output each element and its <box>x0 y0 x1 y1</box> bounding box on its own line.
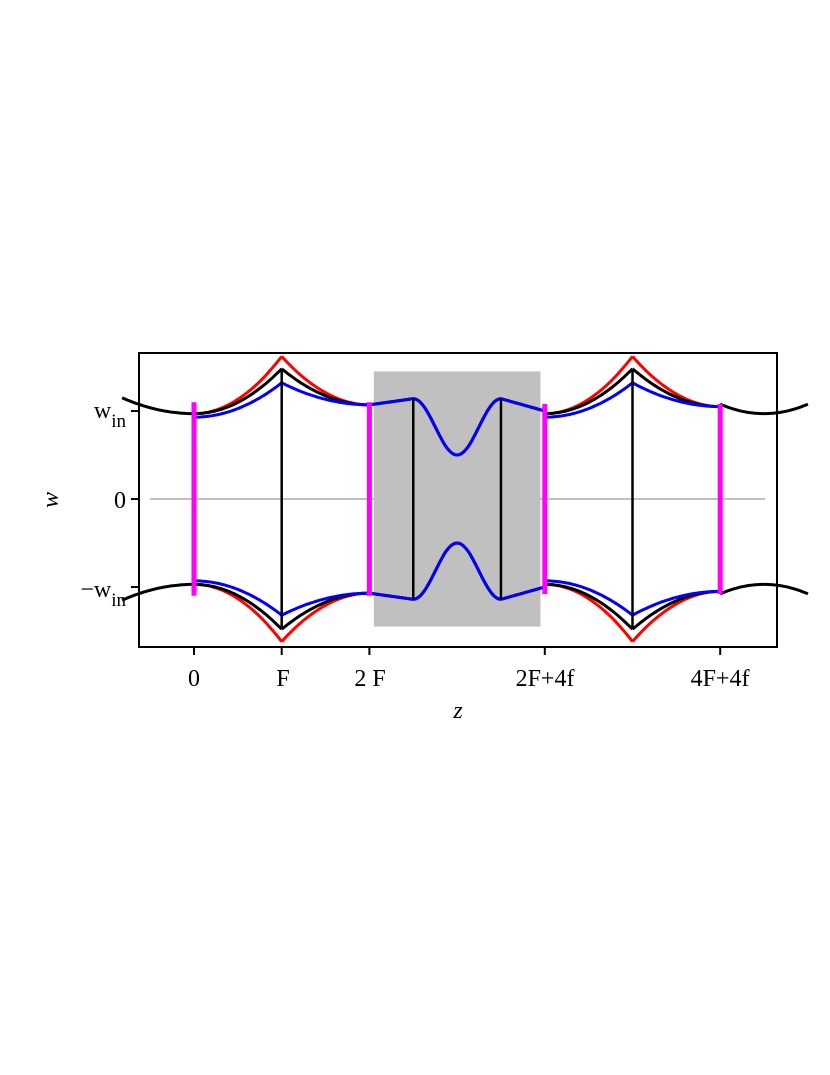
x-tick-label: 2F+4f <box>516 666 575 692</box>
envelope-black <box>194 367 283 416</box>
inner-envelope-blue <box>500 397 546 413</box>
envelope-blue <box>544 579 634 617</box>
envelope-black <box>719 582 809 596</box>
x-axis-title: z <box>452 698 463 724</box>
envelope-red <box>631 589 721 643</box>
inner-envelope-blue <box>500 585 546 601</box>
y-tick-label-zero: 0 <box>114 488 126 514</box>
x-tick-label: 4F+4f <box>691 666 750 692</box>
y-tick-label-top: win <box>94 398 127 432</box>
y-tick-label-bottom: −win <box>80 577 126 611</box>
envelope-blue <box>281 381 370 407</box>
axis-ticks <box>131 410 722 655</box>
envelope-blue <box>281 591 370 617</box>
x-tick-label: 2 F <box>354 666 385 692</box>
x-tick-label: F <box>276 666 289 692</box>
envelope-blue <box>193 381 283 419</box>
envelope-red <box>544 355 634 416</box>
envelope-blue <box>631 381 721 409</box>
y-tick-base: w <box>94 398 112 424</box>
x-tick-label: 0 <box>188 666 200 692</box>
envelope-red <box>194 582 283 643</box>
y-tick-sign: − <box>80 577 94 603</box>
envelope-red <box>631 355 721 409</box>
envelope-black <box>544 582 634 631</box>
envelope-blue <box>631 589 721 617</box>
y-tick-base: w <box>94 577 112 603</box>
beam-envelopes <box>121 355 809 643</box>
envelope-red <box>544 582 634 643</box>
envelope-black <box>544 367 634 416</box>
lens-lines <box>191 368 723 630</box>
envelope-black <box>194 582 283 631</box>
y-tick-sub: in <box>111 590 126 611</box>
envelope-black <box>121 396 194 416</box>
envelope-red <box>194 355 283 416</box>
envelope-black <box>121 582 194 602</box>
inner-envelope-blue <box>413 397 502 457</box>
y-axis-title: w <box>38 492 64 508</box>
inner-envelope-blue <box>413 541 502 601</box>
envelope-black <box>719 402 809 416</box>
envelope-blue <box>544 381 634 419</box>
inner-envelope-blue <box>369 591 414 601</box>
inner-envelope-blue <box>369 397 414 407</box>
envelope-blue <box>193 579 283 617</box>
y-tick-sub: in <box>111 411 126 432</box>
